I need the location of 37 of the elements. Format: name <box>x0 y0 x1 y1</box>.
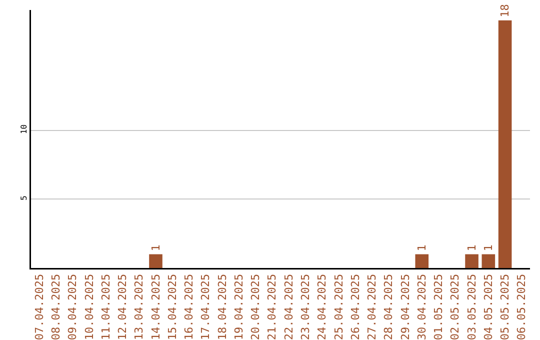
y-tick-label: 5 <box>19 195 28 200</box>
x-tick-label: 07.04.2025 <box>32 274 46 340</box>
x-tick-label: 03.05.2025 <box>465 274 478 340</box>
x-tick-label: 26.04.2025 <box>348 274 362 340</box>
x-tick-label: 30.04.2025 <box>415 274 428 340</box>
x-tick-label: 14.04.2025 <box>149 274 162 340</box>
x-tick-label: 21.04.2025 <box>266 274 279 340</box>
x-tick-label: 15.04.2025 <box>166 274 179 340</box>
x-tick-label: 16.04.2025 <box>182 274 196 340</box>
x-tick-label: 05.05.2025 <box>498 274 512 340</box>
y-tick-label: 10 <box>19 124 28 134</box>
x-tick-label: 20.04.2025 <box>249 274 262 340</box>
x-tick-label: 28.04.2025 <box>382 274 396 340</box>
x-tick-label: 13.04.2025 <box>132 274 146 340</box>
x-tick-label: 18.04.2025 <box>216 274 229 340</box>
x-tick-label: 09.04.2025 <box>66 274 80 340</box>
data-label: 18 <box>498 4 512 18</box>
x-tick-label: 24.04.2025 <box>316 274 329 340</box>
x-tick-label: 23.04.2025 <box>299 274 312 340</box>
data-label: 1 <box>149 244 162 252</box>
x-tick-label: 08.04.2025 <box>50 274 63 340</box>
x-tick-label: 04.05.2025 <box>482 274 495 340</box>
x-tick-label: 06.05.2025 <box>515 274 528 340</box>
x-tick-label: 27.04.2025 <box>366 274 379 340</box>
data-label: 1 <box>415 244 428 252</box>
data-label: 1 <box>482 244 495 252</box>
data-label: 1 <box>465 244 478 252</box>
x-tick-label: 29.04.2025 <box>398 274 412 340</box>
x-tick-label: 25.04.2025 <box>332 274 346 340</box>
x-tick-label: 17.04.2025 <box>199 274 212 340</box>
x-tick-label: 19.04.2025 <box>232 274 246 340</box>
x-tick-label: 01.05.2025 <box>432 274 446 340</box>
x-tick-label: 22.04.2025 <box>282 274 296 340</box>
x-tick-label: 11.04.2025 <box>99 274 112 340</box>
x-tick-label: 10.04.2025 <box>82 274 96 340</box>
x-tick-label: 02.05.2025 <box>448 274 462 340</box>
x-tick-label: 12.04.2025 <box>116 274 130 340</box>
